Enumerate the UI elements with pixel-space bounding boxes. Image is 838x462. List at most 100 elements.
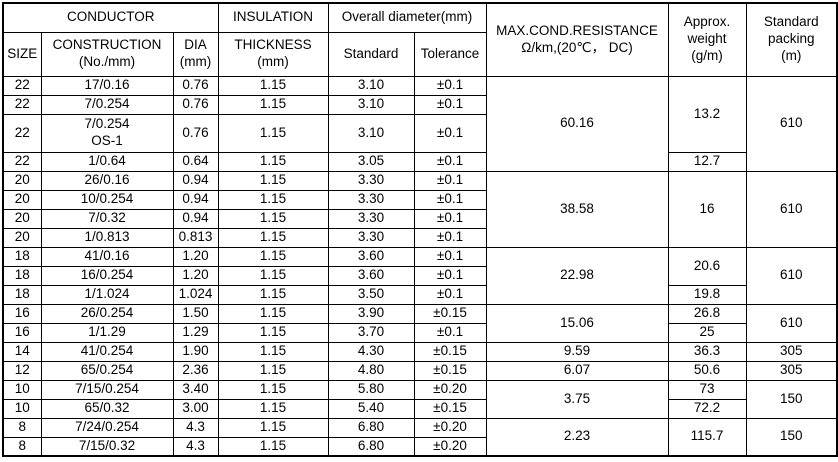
header-packing: Standard packing (m): [745, 2, 838, 77]
table-row: 16 26/0.254 1.50 1.15 3.90 ±0.15 15.06 26.8 610: [2, 303, 838, 343]
cell-thickness: 1.15: [217, 265, 329, 286]
header-row-2: SIZE CONSTRUCTION (No./mm) DIA (mm) THIC…: [2, 31, 837, 77]
cell-dia: 1.024: [172, 284, 219, 305]
cell-dia: 3.00: [172, 398, 219, 419]
cell-standard: 3.10: [327, 75, 415, 96]
cell-thickness: 1.15: [217, 341, 329, 362]
header-dia: DIA (mm): [172, 31, 219, 77]
cell-dia: 0.813: [172, 227, 219, 248]
header-size: SIZE: [2, 31, 42, 77]
table-row: 8 7/15/0.32 4.3 1.15 6.80 ±0.20: [2, 436, 837, 457]
cell-tolerance: ±0.15: [413, 303, 487, 324]
cell-standard: 6.80: [327, 417, 415, 438]
cell-size: 8: [2, 417, 42, 438]
header-thickness: THICKNESS (mm): [217, 31, 329, 77]
cell-resistance: 2.23: [485, 417, 669, 457]
cell-resistance: 22.98: [485, 246, 669, 305]
header-tolerance: Tolerance: [413, 31, 487, 77]
cell-construction: 7/15/0.254: [40, 379, 174, 400]
header-conductor: CONDUCTOR: [2, 2, 219, 33]
cell-thickness: 1.15: [217, 360, 329, 381]
cell-dia: 1.29: [172, 322, 219, 343]
cell-dia: 0.76: [172, 75, 219, 96]
cell-tolerance: ±0.1: [413, 284, 487, 305]
cell-tolerance: ±0.20: [413, 436, 487, 457]
table-row: 22 17/0.16 0.76 1.15 3.10 ±0.1 60.16 13.2 610: [2, 75, 838, 172]
cell-resistance: 6.07: [485, 360, 669, 381]
cell-construction: 17/0.16: [40, 75, 174, 96]
cell-weight: 12.7: [667, 151, 747, 172]
cell-standard: 6.80: [327, 436, 415, 457]
cell-construction: 10/0.254: [40, 189, 174, 210]
cell-tolerance: ±0.1: [413, 227, 487, 248]
cell-size: 18: [2, 246, 42, 267]
cell-standard: 3.50: [327, 284, 415, 305]
table-row: 10 65/0.32 3.00 1.15 5.40 ±0.15 72.2: [2, 398, 837, 419]
cell-construction: 41/0.16: [40, 246, 174, 267]
cell-tolerance: ±0.20: [413, 379, 487, 400]
cell-tolerance: ±0.1: [413, 189, 487, 210]
cell-size: 22: [2, 151, 42, 172]
cell-thickness: 1.15: [217, 303, 329, 324]
cell-weight: 26.8: [667, 303, 747, 324]
cell-standard: 3.60: [327, 265, 415, 286]
header-resistance: MAX.COND.RESISTANCE Ω/km,(20℃， DC): [485, 2, 669, 77]
cell-weight: 36.3: [667, 341, 747, 362]
table-row: 20 10/0.254 0.94 1.15 3.30 ±0.1: [2, 189, 837, 210]
cell-dia: 0.94: [172, 170, 219, 191]
cell-size: 20: [2, 208, 42, 229]
cell-construction: 1/0.64: [40, 151, 174, 172]
cell-tolerance: ±0.1: [413, 208, 487, 229]
cell-size: 8: [2, 436, 42, 457]
table-row: 18 41/0.16 1.20 1.15 3.60 ±0.1 22.98 20.6 610: [2, 246, 838, 305]
table-row: 12 65/0.254 2.36 1.15 4.80 ±0.15 6.07 50.6 305: [2, 360, 838, 381]
cell-tolerance: ±0.15: [413, 341, 487, 362]
cell-construction: 7/15/0.32: [40, 436, 174, 457]
cell-standard: 5.80: [327, 379, 415, 400]
cell-construction: 16/0.254: [40, 265, 174, 286]
cell-resistance: 15.06: [485, 303, 669, 343]
cell-thickness: 1.15: [217, 227, 329, 248]
table-row: 22 1/0.64 0.64 1.15 3.05 ±0.1 12.7: [2, 151, 837, 172]
cell-thickness: 1.15: [217, 379, 329, 400]
cell-size: 10: [2, 398, 42, 419]
header-construction: CONSTRUCTION (No./mm): [40, 31, 174, 77]
table-row: 20 26/0.16 0.94 1.15 3.30 ±0.1 38.58 16 610: [2, 170, 838, 248]
cell-standard: 3.05: [327, 151, 415, 172]
table-row: 22 7/0.254 0.76 1.15 3.10 ±0.1: [2, 94, 837, 115]
cell-construction: 1/0.813: [40, 227, 174, 248]
header-weight: Approx. weight (g/m): [667, 2, 747, 77]
cell-packing: 610: [745, 75, 838, 172]
cell-tolerance: ±0.1: [413, 265, 487, 286]
cell-thickness: 1.15: [217, 284, 329, 305]
header-insulation: INSULATION: [217, 2, 329, 33]
cell-weight: 115.7: [667, 417, 747, 457]
cell-standard: 5.40: [327, 398, 415, 419]
cell-dia: 0.76: [172, 113, 219, 153]
cell-construction: 7/0.32: [40, 208, 174, 229]
cell-size: 12: [2, 360, 42, 381]
cell-standard: 3.90: [327, 303, 415, 324]
cell-thickness: 1.15: [217, 417, 329, 438]
cell-construction: 65/0.254: [40, 360, 174, 381]
cell-weight: 50.6: [667, 360, 747, 381]
cell-size: 22: [2, 94, 42, 115]
cell-dia: 0.94: [172, 189, 219, 210]
header-standard: Standard: [327, 31, 415, 77]
cell-thickness: 1.15: [217, 246, 329, 267]
cell-tolerance: ±0.1: [413, 113, 487, 153]
table-row: 16 1/1.29 1.29 1.15 3.70 ±0.1 25: [2, 322, 837, 343]
cell-dia: 3.40: [172, 379, 219, 400]
cell-weight: 19.8: [667, 284, 747, 305]
cell-packing: 610: [745, 303, 838, 343]
cell-dia: 0.76: [172, 94, 219, 115]
cell-standard: 4.30: [327, 341, 415, 362]
cell-packing: 305: [745, 360, 838, 381]
cell-construction: 7/0.254: [40, 94, 174, 115]
cell-size: 16: [2, 303, 42, 324]
cell-thickness: 1.15: [217, 436, 329, 457]
cell-construction: 41/0.254: [40, 341, 174, 362]
cell-resistance: 3.75: [485, 379, 669, 419]
